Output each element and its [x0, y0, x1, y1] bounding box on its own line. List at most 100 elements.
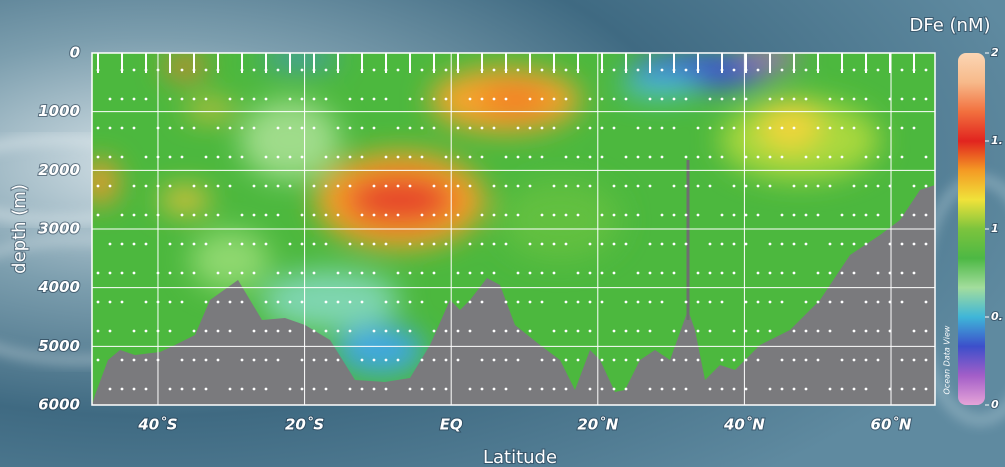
sample-dot [720, 213, 724, 217]
sample-dot [96, 271, 100, 275]
sample-dot [816, 329, 820, 333]
sample-dot [96, 300, 100, 304]
sample-dot [612, 213, 616, 217]
sample-dot [432, 271, 436, 275]
sample-dot [360, 271, 364, 275]
sample-dot [468, 329, 472, 333]
sample-dot [660, 242, 664, 246]
sample-dot [204, 213, 208, 217]
sample-dot [744, 242, 748, 246]
sample-dot [252, 126, 256, 130]
sample-dot [720, 358, 724, 362]
sample-dot [312, 213, 316, 217]
sample-dot [204, 155, 208, 159]
sample-dot [504, 155, 508, 159]
sample-dot [216, 126, 220, 130]
sample-dot [564, 300, 568, 304]
sample-dot [324, 184, 328, 188]
sample-dot [528, 242, 532, 246]
sample-dot [108, 300, 112, 304]
sample-dot [912, 271, 916, 275]
sample-dot [720, 97, 724, 101]
sample-dot [420, 68, 424, 72]
sample-dot [912, 242, 916, 246]
sample-dot [384, 184, 388, 188]
sample-dot [204, 184, 208, 188]
sample-dot [456, 155, 460, 159]
sample-dot [876, 271, 880, 275]
sample-dot [828, 155, 832, 159]
sample-dot [420, 155, 424, 159]
sample-dot [444, 387, 448, 391]
sample-dot [756, 68, 760, 72]
sample-dot [768, 155, 772, 159]
sample-dot [528, 155, 532, 159]
sample-dot [684, 213, 688, 217]
sample-dot [768, 184, 772, 188]
sample-dot [324, 358, 328, 362]
sample-dot [708, 155, 712, 159]
sample-dot [840, 213, 844, 217]
sample-dot [372, 97, 376, 101]
sample-dot [384, 97, 388, 101]
sample-dot [780, 387, 784, 391]
sample-dot [660, 271, 664, 275]
sample-dot [840, 387, 844, 391]
sample-dot [180, 271, 184, 275]
sample-dot [132, 68, 136, 72]
sample-dot [456, 358, 460, 362]
sample-dot [696, 184, 700, 188]
sample-dot [504, 184, 508, 188]
sample-dot [240, 387, 244, 391]
sample-dot [192, 126, 196, 130]
sample-dot [240, 242, 244, 246]
sample-dot [636, 358, 640, 362]
sample-dot [492, 271, 496, 275]
sample-dot [192, 329, 196, 333]
sample-dot [864, 300, 868, 304]
sample-dot [336, 271, 340, 275]
sample-dot [372, 387, 376, 391]
sample-dot [780, 358, 784, 362]
sample-dot [408, 300, 412, 304]
sample-dot [636, 300, 640, 304]
sample-dot [732, 329, 736, 333]
sample-dot [708, 242, 712, 246]
sample-dot [228, 97, 232, 101]
sample-dot [540, 126, 544, 130]
sample-dot [588, 329, 592, 333]
sample-dot [924, 213, 928, 217]
sample-dot [492, 68, 496, 72]
sample-dot [540, 271, 544, 275]
sample-dot [732, 68, 736, 72]
sample-dot [564, 155, 568, 159]
sample-dot [408, 97, 412, 101]
sample-dot [300, 358, 304, 362]
sample-dot [708, 126, 712, 130]
sample-dot [660, 126, 664, 130]
sample-dot [852, 242, 856, 246]
sample-dot [132, 271, 136, 275]
sample-dot [612, 68, 616, 72]
sample-dot [120, 213, 124, 217]
x-tick-label: 60˚N [871, 416, 912, 434]
sample-dot [384, 300, 388, 304]
sample-dot [900, 358, 904, 362]
sample-dot [672, 213, 676, 217]
sample-dot [420, 300, 424, 304]
sample-dot [792, 184, 796, 188]
sample-dot [360, 213, 364, 217]
sample-dot [612, 97, 616, 101]
sample-dot [516, 126, 520, 130]
sample-dot [540, 155, 544, 159]
sample-dot [912, 213, 916, 217]
sample-dot [324, 300, 328, 304]
sample-dot [492, 184, 496, 188]
sample-dot [444, 97, 448, 101]
sample-dot [876, 213, 880, 217]
sample-dot [480, 387, 484, 391]
sample-dot [828, 300, 832, 304]
sample-dot [276, 271, 280, 275]
sample-dot [744, 97, 748, 101]
sample-dot [96, 213, 100, 217]
